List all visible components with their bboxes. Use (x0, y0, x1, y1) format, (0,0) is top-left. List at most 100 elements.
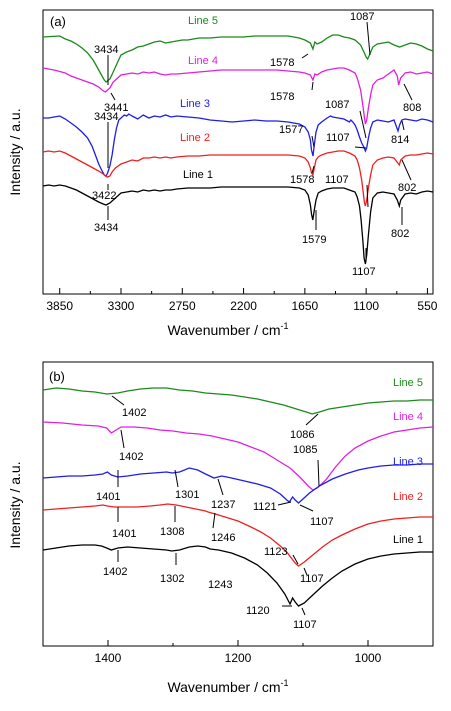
annotation: 1120 (246, 605, 270, 617)
panel-a-chart: (a) 3850 3300 2750 2200 1650 1100 550 Line 5 L… (7, 9, 438, 338)
panel-b-x-axis-label: Wavenumber / cm-1 (167, 678, 288, 695)
panel-b-line-labels: Line 5 Line 4 Line 3 Line 2 Line 1 (393, 377, 423, 546)
annotation: 1402 (119, 451, 143, 463)
annotation: 1107 (310, 516, 334, 528)
panel-b-line-label-4: Line 4 (393, 411, 423, 423)
annotation: 1578 (270, 57, 294, 69)
arrow (110, 92, 116, 101)
annotation: 1123 (264, 546, 288, 558)
panel-a-x-ticks: 3850 3300 2750 2200 1650 1100 550 (46, 288, 438, 313)
arrow (311, 165, 315, 174)
annotation: 1237 (211, 499, 235, 511)
x-tick-label: 2750 (169, 299, 196, 313)
arrow (120, 429, 125, 449)
x-tick-label: 1000 (355, 651, 382, 665)
arrow (174, 469, 179, 488)
annotation: 1402 (103, 566, 127, 578)
series-line-line-1 (42, 184, 434, 265)
panel-b-x-axis-label-text: Wavenumber / cm (167, 679, 280, 695)
annotation: 1087 (325, 99, 349, 111)
series-line-line-5 (42, 387, 433, 415)
panel-b-line-label-2: Line 2 (393, 491, 423, 503)
arrow (366, 184, 369, 208)
series-line-line-2 (42, 150, 434, 207)
arrow (303, 567, 308, 576)
arrow (401, 120, 405, 131)
annotation: 1121 (253, 501, 277, 513)
annotation: 1086 (290, 429, 314, 441)
arrow (359, 110, 367, 139)
annotation: 1085 (293, 444, 317, 456)
panel-a-label: (a) (50, 14, 66, 29)
arrow (277, 501, 292, 506)
arrow (366, 21, 371, 56)
annotation: 808 (403, 102, 421, 114)
series-line-line-4 (42, 421, 434, 491)
series-line-line-4 (42, 67, 434, 125)
annotation: 3434 (94, 111, 118, 123)
panel-a-line-label-3: Line 3 (180, 98, 210, 110)
annotation: 1578 (270, 91, 294, 103)
annotation: 1578 (290, 174, 314, 186)
arrow (111, 395, 125, 406)
annotation: 3441 (104, 102, 128, 114)
panel-b-line-label-5: Line 5 (393, 377, 423, 389)
series-line-line-1 (42, 544, 433, 607)
panel-b-chart: (b) 1400 1200 1000 Line 5 Line 4 Line 3 Li… (7, 361, 434, 695)
annotation: 814 (391, 134, 409, 146)
annotation: 1107 (293, 619, 317, 631)
panel-b-x-axis-label-sup: -1 (281, 678, 289, 688)
annotation: 1107 (300, 573, 324, 585)
panel-a-line-label-1: Line 1 (183, 169, 213, 181)
arrow (401, 159, 412, 181)
annotation: 1302 (160, 573, 184, 585)
panel-a-x-axis-label: Wavenumber / cm-1 (167, 321, 288, 338)
panel-a-x-axis-label-text: Wavenumber / cm (167, 322, 280, 338)
arrow (311, 81, 314, 91)
panel-a-line-label-5: Line 5 (188, 15, 218, 27)
annotation: 1579 (302, 234, 326, 246)
annotation: 1577 (279, 124, 303, 136)
panel-b-label: (b) (49, 369, 65, 384)
arrow (299, 504, 314, 512)
panel-a-annotations: 3434 3441 3434 3422 3434 1087 1578 1578 … (92, 11, 421, 278)
panel-a-series (42, 34, 434, 265)
panel-a-line-label-2: Line 2 (180, 132, 210, 144)
arrow (317, 459, 320, 487)
x-tick-label: 1100 (353, 299, 379, 313)
panel-b-series (42, 387, 434, 607)
x-tick-label: 550 (417, 299, 437, 313)
arrow (301, 607, 306, 616)
annotation: 802 (391, 228, 409, 240)
arrow (403, 83, 413, 101)
x-tick-label: 1200 (225, 651, 252, 665)
annotation: 1401 (112, 528, 136, 540)
panel-b-line-label-1: Line 1 (393, 534, 423, 546)
x-tick-label: 3300 (108, 299, 135, 313)
x-tick-label: 1650 (292, 299, 319, 313)
panel-a-line-labels: Line 5 Line 4 Line 3 Line 2 Line 1 (180, 15, 218, 181)
arrow (212, 512, 216, 529)
annotation: 1107 (325, 174, 349, 186)
series-line-line-3 (43, 113, 434, 177)
annotation: 1087 (350, 11, 374, 23)
annotation: 1107 (352, 266, 376, 278)
series-line-line-3 (42, 463, 433, 504)
x-tick-label: 1400 (95, 651, 122, 665)
arrow (217, 478, 224, 496)
annotation: 802 (398, 182, 416, 194)
annotation: 1107 (326, 132, 350, 144)
panel-b-x-ticks: 1400 1200 1000 (95, 640, 382, 665)
series-line-line-2 (42, 503, 433, 567)
annotation: 1301 (175, 489, 199, 501)
panel-a-x-axis-label-sup: -1 (281, 321, 289, 331)
arrow (305, 413, 319, 426)
panel-a-line-label-4: Line 4 (188, 55, 218, 67)
panel-a-y-axis-label: Intensity / a.u. (7, 108, 23, 195)
annotation: 3422 (92, 190, 116, 202)
panel-b-y-axis-label: Intensity / a.u. (7, 461, 23, 548)
x-tick-label: 2200 (230, 299, 257, 313)
annotation: 1402 (122, 407, 146, 419)
